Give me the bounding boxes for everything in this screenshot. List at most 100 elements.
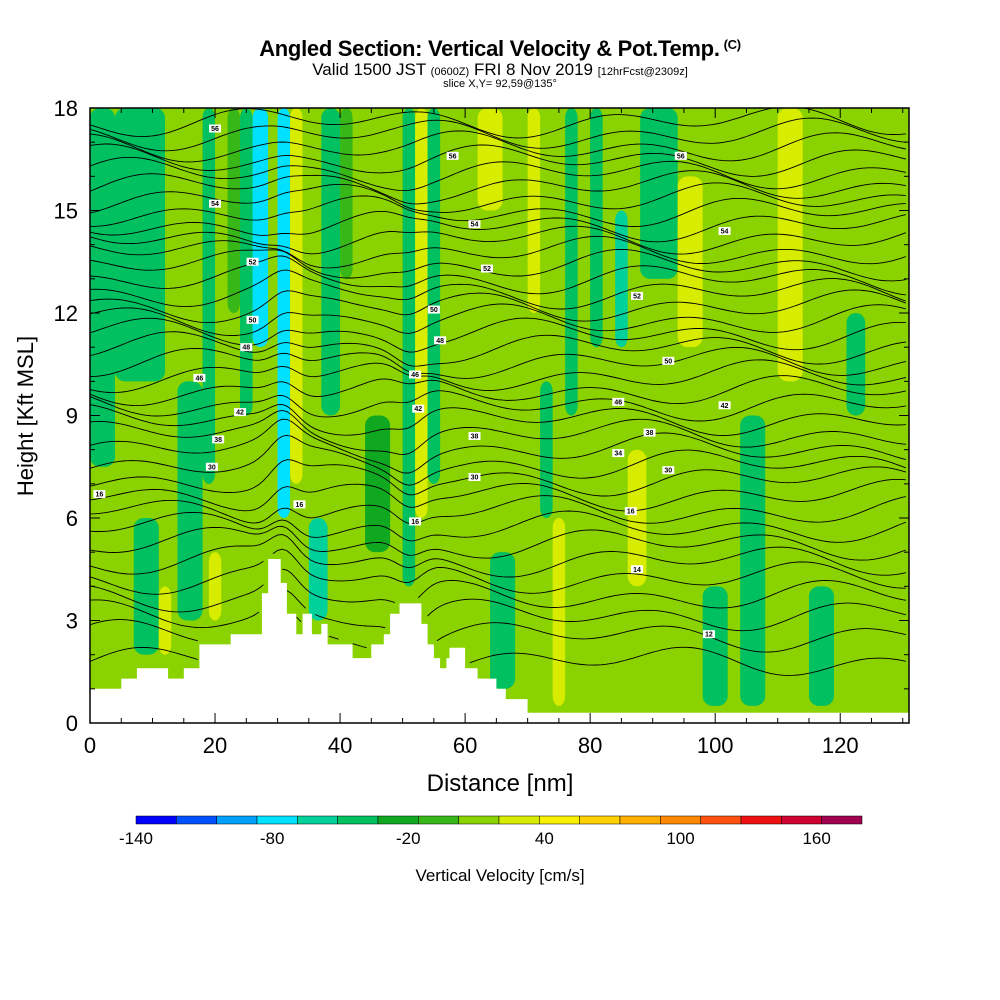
velocity-cell-30 — [615, 210, 628, 348]
velocity-cell-16 — [340, 108, 353, 279]
theta-contour-21 — [90, 303, 907, 336]
theta-contour-30 — [90, 182, 906, 214]
theta-label-bg-6 — [193, 373, 206, 382]
theta-contour-15 — [90, 390, 906, 422]
y-tick-label-15: 15 — [54, 199, 78, 224]
theta-label-bg-18 — [468, 432, 481, 440]
velocity-cell-27 — [552, 518, 566, 706]
theta-label-bg-8 — [212, 435, 225, 444]
theta-contour-33 — [90, 143, 907, 177]
theta-contour-2 — [90, 590, 907, 632]
theta-label-bg-12 — [468, 220, 481, 229]
colorbar-tick-0: -140 — [119, 829, 153, 848]
theta-label-bg-15 — [434, 336, 447, 345]
colorbar-swatch-12 — [619, 815, 661, 825]
theta-label-28: 34 — [614, 451, 622, 458]
x-tick-label-100: 100 — [697, 733, 734, 758]
colorbar-swatch-14 — [700, 815, 742, 825]
theta-contour-23 — [90, 269, 907, 310]
theta-label-bg-7 — [234, 408, 247, 417]
theta-contour-17 — [90, 359, 907, 394]
theta-label-24: 50 — [664, 358, 672, 365]
x-tick-label-40: 40 — [328, 733, 352, 758]
velocity-cell-7 — [227, 108, 241, 313]
colorbar-swatch-6 — [377, 815, 419, 825]
theta-contour-26 — [90, 235, 907, 269]
velocity-cell-12 — [290, 108, 303, 484]
theta-label-3: 52 — [249, 259, 257, 266]
y-axis-label: Height [Kft MSL] — [13, 336, 38, 496]
theta-contour-35 — [90, 117, 906, 152]
theta-contour-28 — [90, 210, 907, 243]
theta-contour-19 — [90, 331, 906, 367]
theta-contour-12 — [90, 418, 907, 474]
velocity-cell-6 — [208, 552, 222, 621]
x-axis-label: Distance [nm] — [427, 770, 574, 797]
colorbar-tick-4: 100 — [666, 829, 694, 848]
terrain — [90, 559, 909, 723]
theta-contour-24 — [90, 255, 906, 296]
colorbar-tick-5: 160 — [802, 829, 830, 848]
colorbar-swatch-4 — [297, 815, 338, 825]
theta-label-9: 30 — [208, 464, 216, 471]
theta-label-bg-17 — [412, 404, 425, 413]
y-tick-label-6: 6 — [66, 506, 78, 531]
theta-label-bg-21 — [674, 151, 687, 160]
theta-label-19: 30 — [471, 475, 479, 482]
theta-contour-10 — [90, 459, 907, 497]
theta-label-2: 54 — [211, 201, 219, 208]
theta-contour-32 — [90, 156, 906, 192]
colorbar-tick-3: 40 — [535, 829, 554, 848]
theta-contour-18 — [90, 346, 907, 379]
velocity-cell-1 — [115, 108, 166, 382]
velocity-cell-14 — [308, 518, 328, 621]
chart-subtitle: Valid 1500 JST (0600Z) FRI 8 Nov 2019 [1… — [0, 60, 1000, 80]
theta-label-bg-23 — [631, 291, 644, 300]
theta-label-5: 48 — [242, 345, 250, 352]
theta-label-bg-4 — [246, 315, 259, 324]
colorbar-swatch-10 — [539, 815, 580, 825]
velocity-field — [90, 108, 909, 723]
colorbar-swatch-1 — [176, 815, 217, 825]
velocity-cell-10 — [268, 108, 278, 450]
colorbar-swatch-9 — [498, 815, 540, 825]
chart-title: Angled Section: Vertical Velocity & Pot.… — [259, 36, 741, 61]
theta-contour-31 — [90, 170, 906, 205]
theta-contour-6 — [90, 525, 907, 561]
title-units: (C) — [723, 37, 741, 52]
y-tick-label-12: 12 — [54, 301, 78, 326]
velocity-cell-17 — [365, 415, 391, 553]
velocity-cell-35 — [740, 415, 766, 706]
theta-contours — [90, 108, 907, 676]
forecast-info: [12hrFcst@2309z] — [597, 66, 688, 78]
colorbar-swatch-17 — [821, 815, 863, 825]
theta-label-17: 42 — [414, 406, 422, 413]
theta-label-29: 30 — [664, 468, 672, 475]
theta-label-30: 16 — [627, 509, 635, 516]
theta-label-bg-26 — [718, 401, 731, 410]
velocity-cell-32 — [640, 108, 678, 279]
theta-label-bg-9 — [205, 462, 218, 471]
theta-label-bg-24 — [662, 356, 675, 365]
colorbar-swatch-3 — [256, 815, 298, 825]
theta-label-bg-20 — [409, 517, 422, 526]
theta-label-23: 52 — [633, 293, 641, 300]
velocity-cell-13 — [302, 108, 316, 518]
x-tick-label-60: 60 — [453, 733, 477, 758]
theta-label-bg-14 — [427, 305, 440, 314]
theta-label-16: 46 — [411, 372, 419, 379]
velocity-cell-11 — [277, 108, 291, 518]
theta-label-bg-13 — [480, 264, 493, 273]
colorbar-tick-1: -80 — [260, 829, 285, 848]
theta-contour-14 — [90, 404, 906, 436]
theta-contour-20 — [90, 317, 906, 353]
colorbar-swatch-15 — [740, 815, 782, 825]
theta-label-27: 38 — [646, 430, 654, 437]
velocity-cell-36 — [777, 108, 803, 382]
velocity-cell-31 — [627, 449, 647, 587]
valid-time: Valid 1500 JST — [312, 60, 426, 79]
theta-label-bg-19 — [468, 473, 481, 481]
theta-label-7: 42 — [236, 410, 244, 417]
